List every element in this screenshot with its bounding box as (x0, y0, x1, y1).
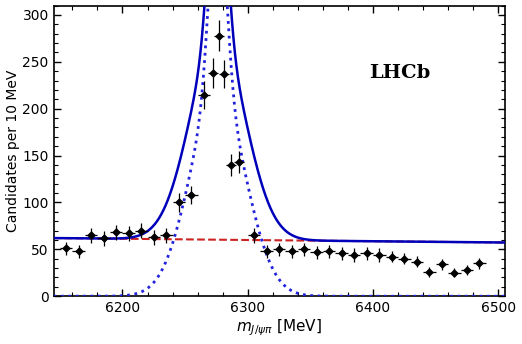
X-axis label: $m_{J/\psi\pi}$ [MeV]: $m_{J/\psi\pi}$ [MeV] (236, 318, 322, 338)
Text: LHCb: LHCb (369, 64, 431, 82)
Y-axis label: Candidates per 10 MeV: Candidates per 10 MeV (6, 70, 19, 232)
